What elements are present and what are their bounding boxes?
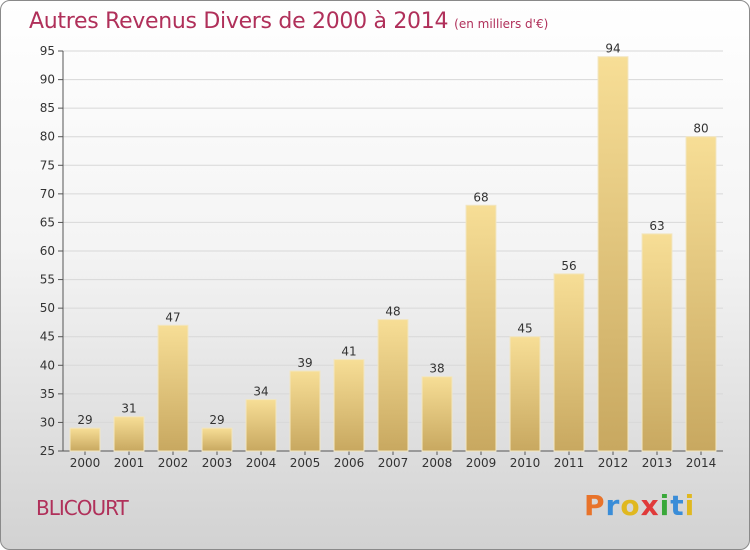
y-tick-label: 70 (40, 187, 55, 201)
logo-letter: t (670, 489, 685, 522)
chart-title-text: Autres Revenus Divers de 2000 à 2014 (29, 9, 449, 34)
y-tick-label: 35 (40, 387, 55, 401)
bar-2003 (201, 427, 233, 452)
data-label-2014: 80 (693, 122, 708, 136)
bar-2014 (685, 136, 717, 452)
y-tick-label: 50 (40, 301, 55, 315)
data-label-2011: 56 (561, 259, 576, 273)
x-tick-label: 2012 (598, 456, 629, 470)
y-tick-label: 25 (40, 444, 55, 458)
data-label-2013: 63 (649, 219, 664, 233)
data-label-2005: 39 (297, 356, 312, 370)
logo-letter: P (584, 489, 606, 522)
bar-2008 (421, 376, 453, 452)
x-tick-label: 2001 (114, 456, 145, 470)
data-label-2003: 29 (209, 413, 224, 427)
x-tick-label: 2008 (422, 456, 453, 470)
chart-unit: (en milliers d'€) (454, 17, 549, 31)
y-tick-label: 55 (40, 273, 55, 287)
x-tick-label: 2003 (202, 456, 233, 470)
data-label-2007: 48 (385, 305, 400, 319)
data-label-2012: 94 (605, 42, 620, 56)
data-labels: 29 31 47 29 34 39 41 48 38 68 45 56 94 63 80 (77, 42, 708, 427)
logo-letter: o (620, 489, 641, 522)
y-tick-label: 60 (40, 244, 55, 258)
y-tick-label: 30 (40, 415, 55, 429)
data-label-2001: 31 (121, 402, 136, 416)
y-tick-label: 75 (40, 158, 55, 172)
x-tick-label: 2009 (466, 456, 497, 470)
logo-letter: r (605, 489, 621, 522)
y-tick-label: 85 (40, 101, 55, 115)
logo-letter: x (640, 489, 660, 522)
bar-2000 (69, 427, 101, 452)
x-tick-label: 2004 (246, 456, 277, 470)
data-label-2008: 38 (429, 362, 444, 376)
x-tick-label: 2011 (554, 456, 585, 470)
x-tick-label: 2013 (642, 456, 673, 470)
x-tick-label: 2002 (158, 456, 189, 470)
data-label-2010: 45 (517, 322, 532, 336)
logo-letter: i (684, 489, 696, 522)
bars (69, 56, 717, 452)
bar-2004 (245, 399, 277, 452)
y-tick-label: 45 (40, 330, 55, 344)
data-label-2009: 68 (473, 190, 488, 204)
bar-2002 (157, 324, 189, 452)
logo-letter: i (659, 489, 671, 522)
data-label-2004: 34 (253, 385, 268, 399)
x-tick-label: 2014 (686, 456, 717, 470)
bar-2006 (333, 359, 365, 452)
bar-2011 (553, 273, 585, 452)
bar-2007 (377, 319, 409, 452)
bar-2001 (113, 416, 145, 452)
x-tick-label: 2006 (334, 456, 365, 470)
y-tick-label: 95 (40, 44, 55, 58)
proxiti-logo: Proxiti (584, 489, 695, 522)
x-tick-label: 2007 (378, 456, 409, 470)
bar-2005 (289, 370, 321, 452)
y-tick-label: 90 (40, 73, 55, 87)
data-label-2000: 29 (77, 413, 92, 427)
y-tick-label: 65 (40, 215, 55, 229)
y-tick-label: 80 (40, 130, 55, 144)
bar-2013 (641, 233, 673, 452)
data-label-2002: 47 (165, 310, 180, 324)
x-tick-label: 2005 (290, 456, 321, 470)
bar-2012 (597, 56, 629, 452)
bar-2009 (465, 204, 497, 452)
x-tick-label: 2010 (510, 456, 541, 470)
commune-name: BLICOURT (36, 496, 129, 520)
x-tick-label: 2000 (70, 456, 101, 470)
data-label-2006: 41 (341, 345, 356, 359)
chart-title: Autres Revenus Divers de 2000 à 2014 (en … (29, 9, 548, 34)
y-tick-label: 40 (40, 358, 55, 372)
bar-2010 (509, 336, 541, 452)
